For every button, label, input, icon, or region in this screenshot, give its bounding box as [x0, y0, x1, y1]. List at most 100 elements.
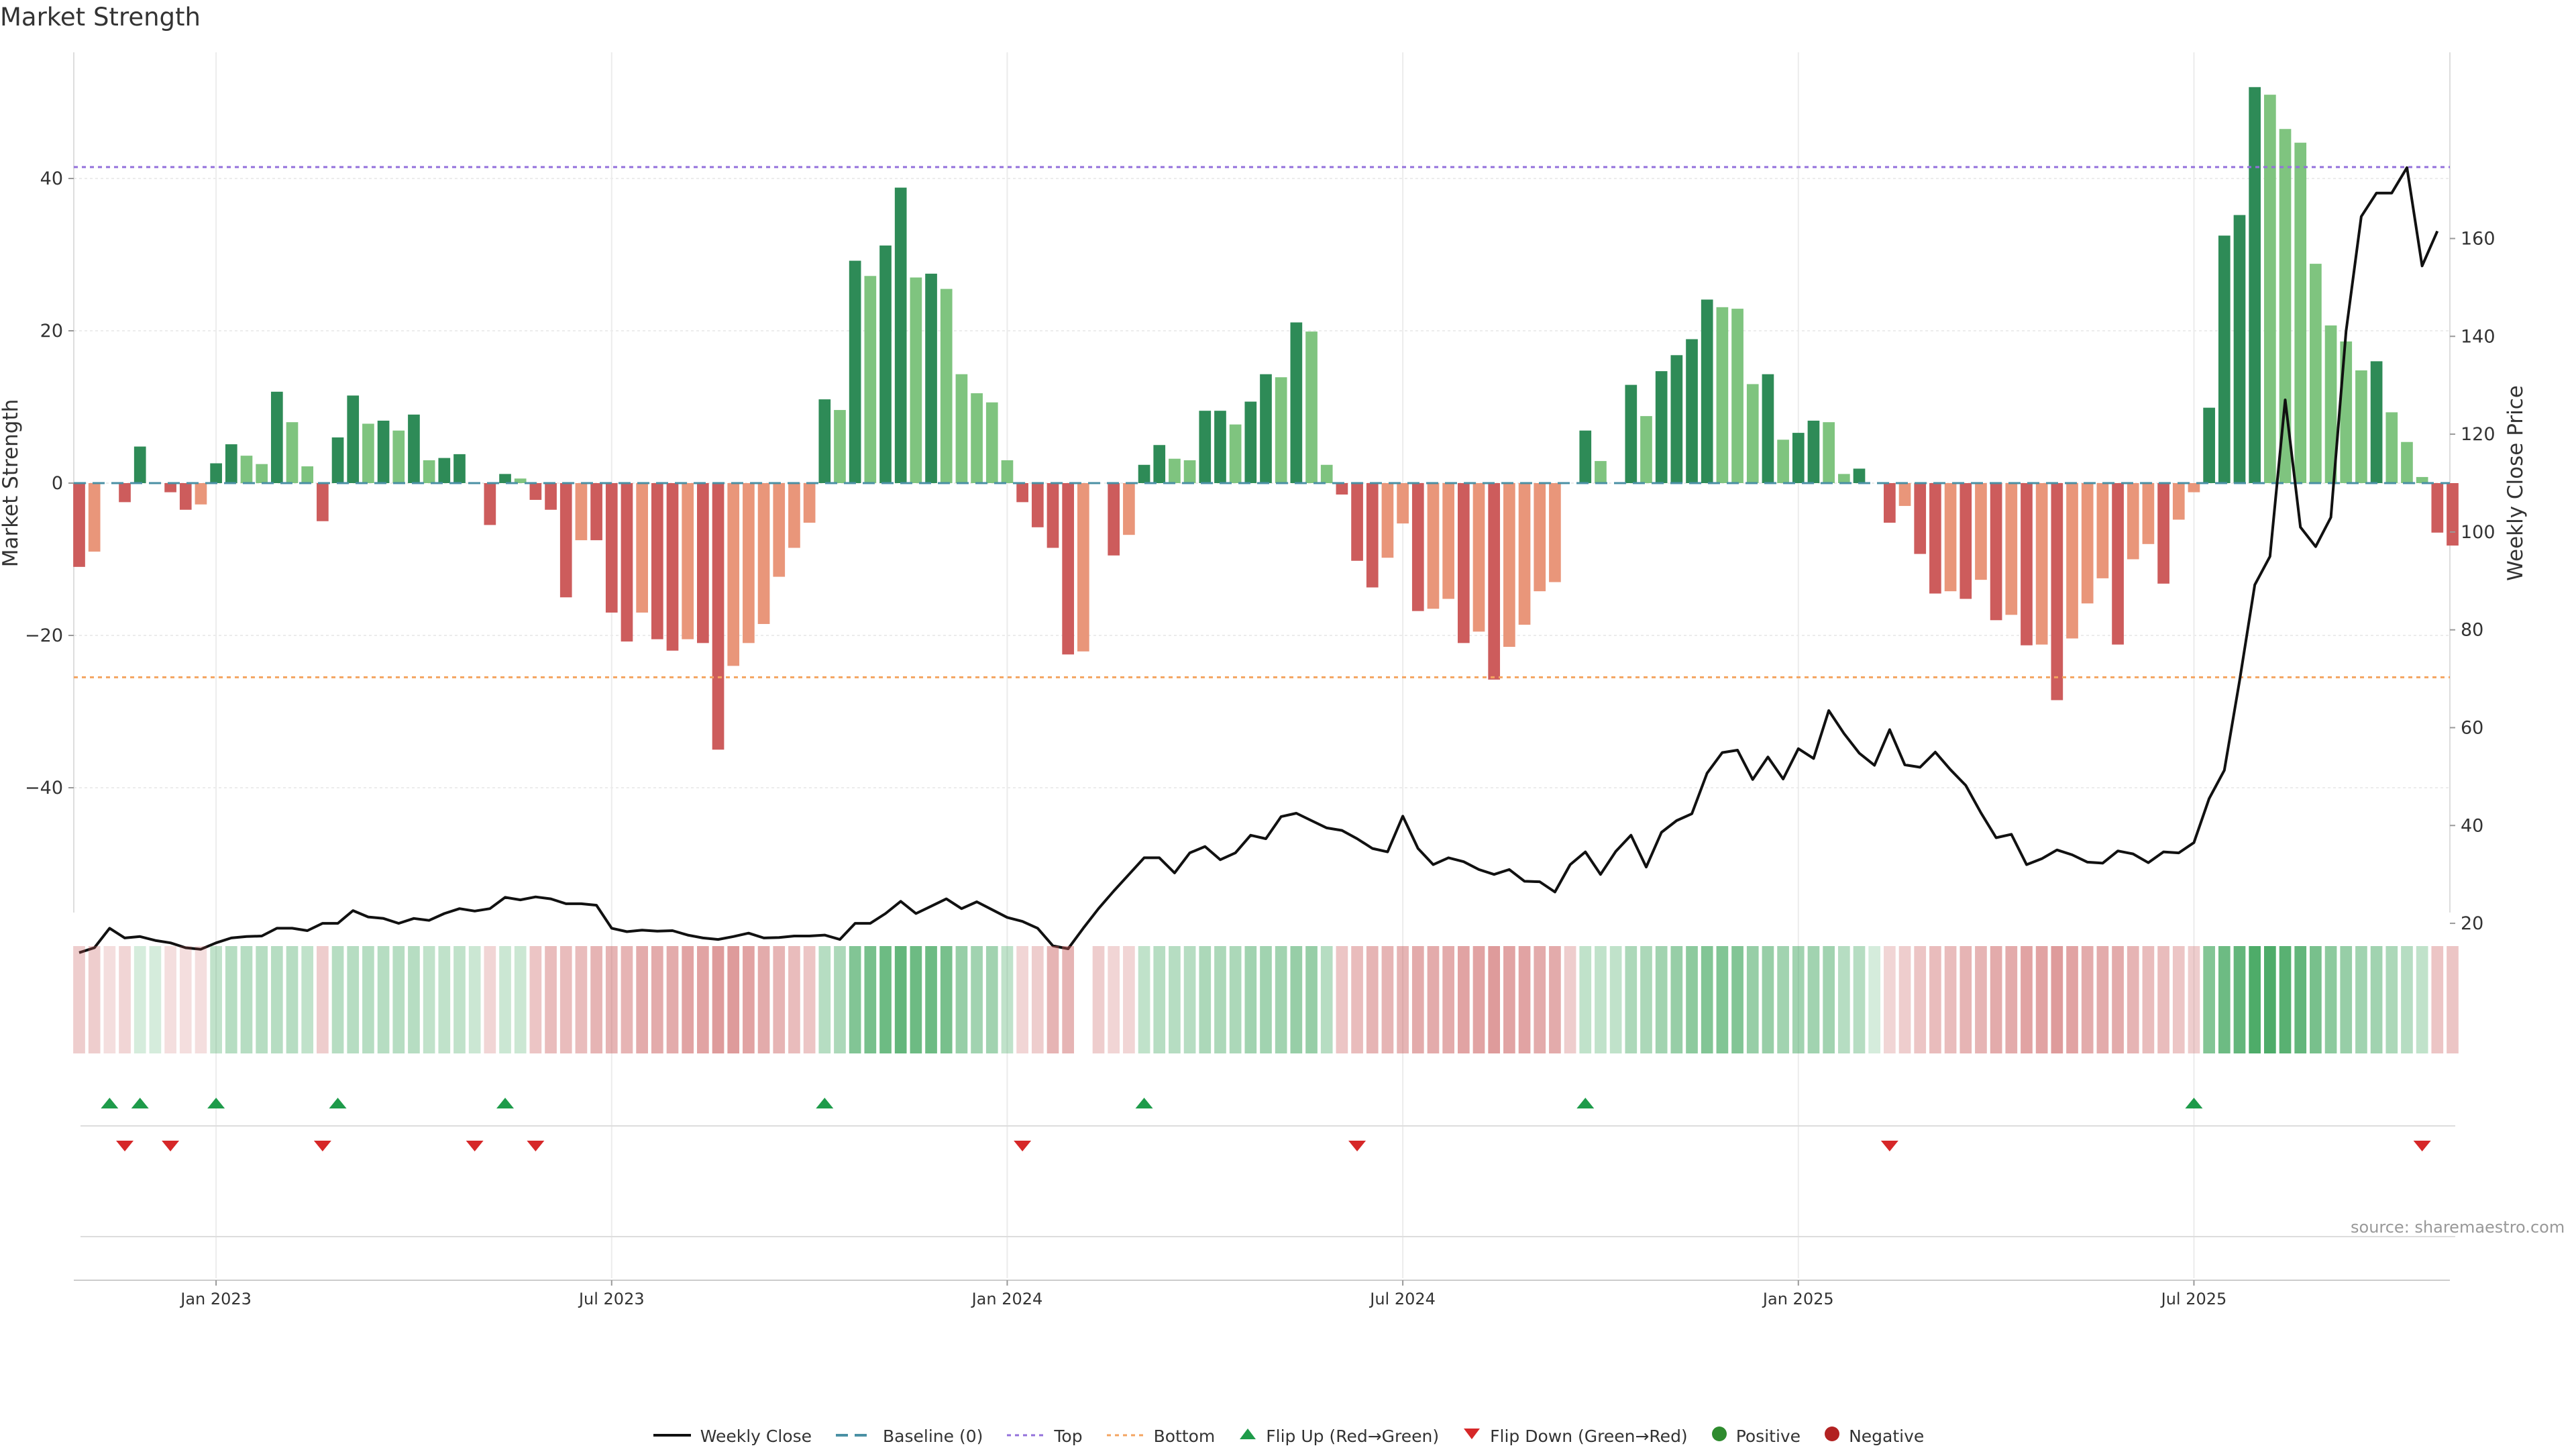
strength-bar [73, 483, 85, 567]
strength-bar [1381, 483, 1394, 558]
legend-swatch-flip-up [1238, 1426, 1258, 1446]
heat-cell [1686, 946, 1698, 1053]
strength-bar [438, 458, 451, 483]
strength-bar [270, 391, 283, 483]
strength-bar [2127, 483, 2139, 560]
heat-cell [682, 946, 694, 1053]
heat-cell [1290, 946, 1303, 1053]
heat-cell [1990, 946, 2002, 1053]
strength-bar [2218, 236, 2231, 483]
flip-up-marker [496, 1098, 515, 1108]
heat-cell [1031, 946, 1044, 1053]
heat-cell [879, 946, 892, 1053]
strength-bar [408, 414, 420, 483]
legend-label: Bottom [1153, 1426, 1216, 1446]
heat-cell [499, 946, 511, 1053]
heat-cell [955, 946, 968, 1053]
strength-bar [666, 483, 679, 651]
flip-up-marker [131, 1098, 149, 1108]
strength-bar [362, 423, 374, 483]
strength-bar [1169, 458, 1181, 483]
strength-bar [2142, 483, 2155, 544]
heat-cell [2051, 946, 2063, 1053]
heat-cell [940, 946, 953, 1053]
strength-bar [1062, 483, 1075, 655]
right-tick-label: 160 [2461, 228, 2496, 249]
flip-up-marker [207, 1098, 225, 1108]
strength-bar [636, 483, 648, 613]
heat-cell [1244, 946, 1257, 1053]
heat-cell [1183, 946, 1196, 1053]
right-tick-label: 20 [2461, 913, 2483, 934]
heat-cell [1275, 946, 1287, 1053]
heat-cell [1929, 946, 1941, 1053]
heat-cell [621, 946, 633, 1053]
strength-bar [2021, 483, 2033, 645]
flip-down-marker [466, 1141, 484, 1151]
strength-bar [1351, 483, 1363, 561]
strength-bar [484, 483, 496, 525]
strength-bar [1579, 430, 1592, 483]
legend-label: Flip Down (Green→Red) [1490, 1426, 1688, 1446]
source-note: source: sharemaestro.com [2351, 1218, 2565, 1237]
heat-cell [971, 946, 983, 1053]
strength-bar [2385, 412, 2398, 483]
heat-cell [2294, 946, 2307, 1053]
flip-down-marker [116, 1141, 134, 1151]
strength-bar [788, 483, 800, 548]
heat-cell [2249, 946, 2261, 1053]
heat-cell [301, 946, 314, 1053]
heat-cell [1898, 946, 1911, 1053]
strength-bar [1716, 307, 1729, 483]
heat-cell [119, 946, 131, 1053]
strength-bar [1534, 483, 1546, 592]
flip-down-marker [1348, 1141, 1366, 1151]
heat-cell [1336, 946, 1348, 1053]
x-tick-label: Jan 2023 [179, 1290, 252, 1308]
heat-cell [2203, 946, 2215, 1053]
strength-bar [2051, 483, 2063, 701]
x-tick-label: Jul 2025 [2160, 1290, 2227, 1308]
strength-bar [301, 466, 314, 483]
strength-bar [256, 464, 268, 483]
flip-down-marker [2413, 1141, 2431, 1151]
heat-cell [818, 946, 831, 1053]
heat-cell [2233, 946, 2246, 1053]
strength-bar [2370, 361, 2383, 483]
strength-bar [2431, 483, 2444, 533]
heat-cell [103, 946, 116, 1053]
strength-bar [1260, 374, 1272, 483]
strength-bar [1792, 433, 1805, 483]
heat-cell [2188, 946, 2200, 1053]
heat-cell [1823, 946, 1835, 1053]
right-axis-label: Weekly Close Price [2504, 385, 2528, 581]
strength-bar [1472, 483, 1485, 632]
strength-bar [1701, 299, 1713, 483]
heat-cell [2081, 946, 2094, 1053]
strength-bar [1016, 483, 1028, 503]
strength-bar [1975, 483, 1987, 580]
heat-cell [2401, 946, 2413, 1053]
strength-bar [286, 422, 299, 483]
heat-cell [240, 946, 253, 1053]
strength-bar [651, 483, 663, 639]
x-tick-label: Jan 2024 [971, 1290, 1043, 1308]
heat-cell [2021, 946, 2033, 1053]
strength-bar [849, 260, 861, 483]
strength-bar [1929, 483, 1941, 594]
strength-bar [392, 430, 405, 483]
strength-bar [1305, 331, 1318, 483]
legend-item-bottom: Bottom [1106, 1426, 1216, 1446]
heat-cell [1579, 946, 1592, 1053]
flip-up-marker [816, 1098, 834, 1108]
heat-cell [2447, 946, 2459, 1053]
heat-cell [529, 946, 542, 1053]
heat-cell [1001, 946, 1014, 1053]
strength-bar [529, 483, 542, 500]
strength-bar [864, 276, 877, 483]
heat-cell [179, 946, 192, 1053]
strength-bar [499, 474, 511, 483]
strength-bar [879, 245, 892, 483]
heat-cell [788, 946, 800, 1053]
flip-up-marker [329, 1098, 347, 1108]
